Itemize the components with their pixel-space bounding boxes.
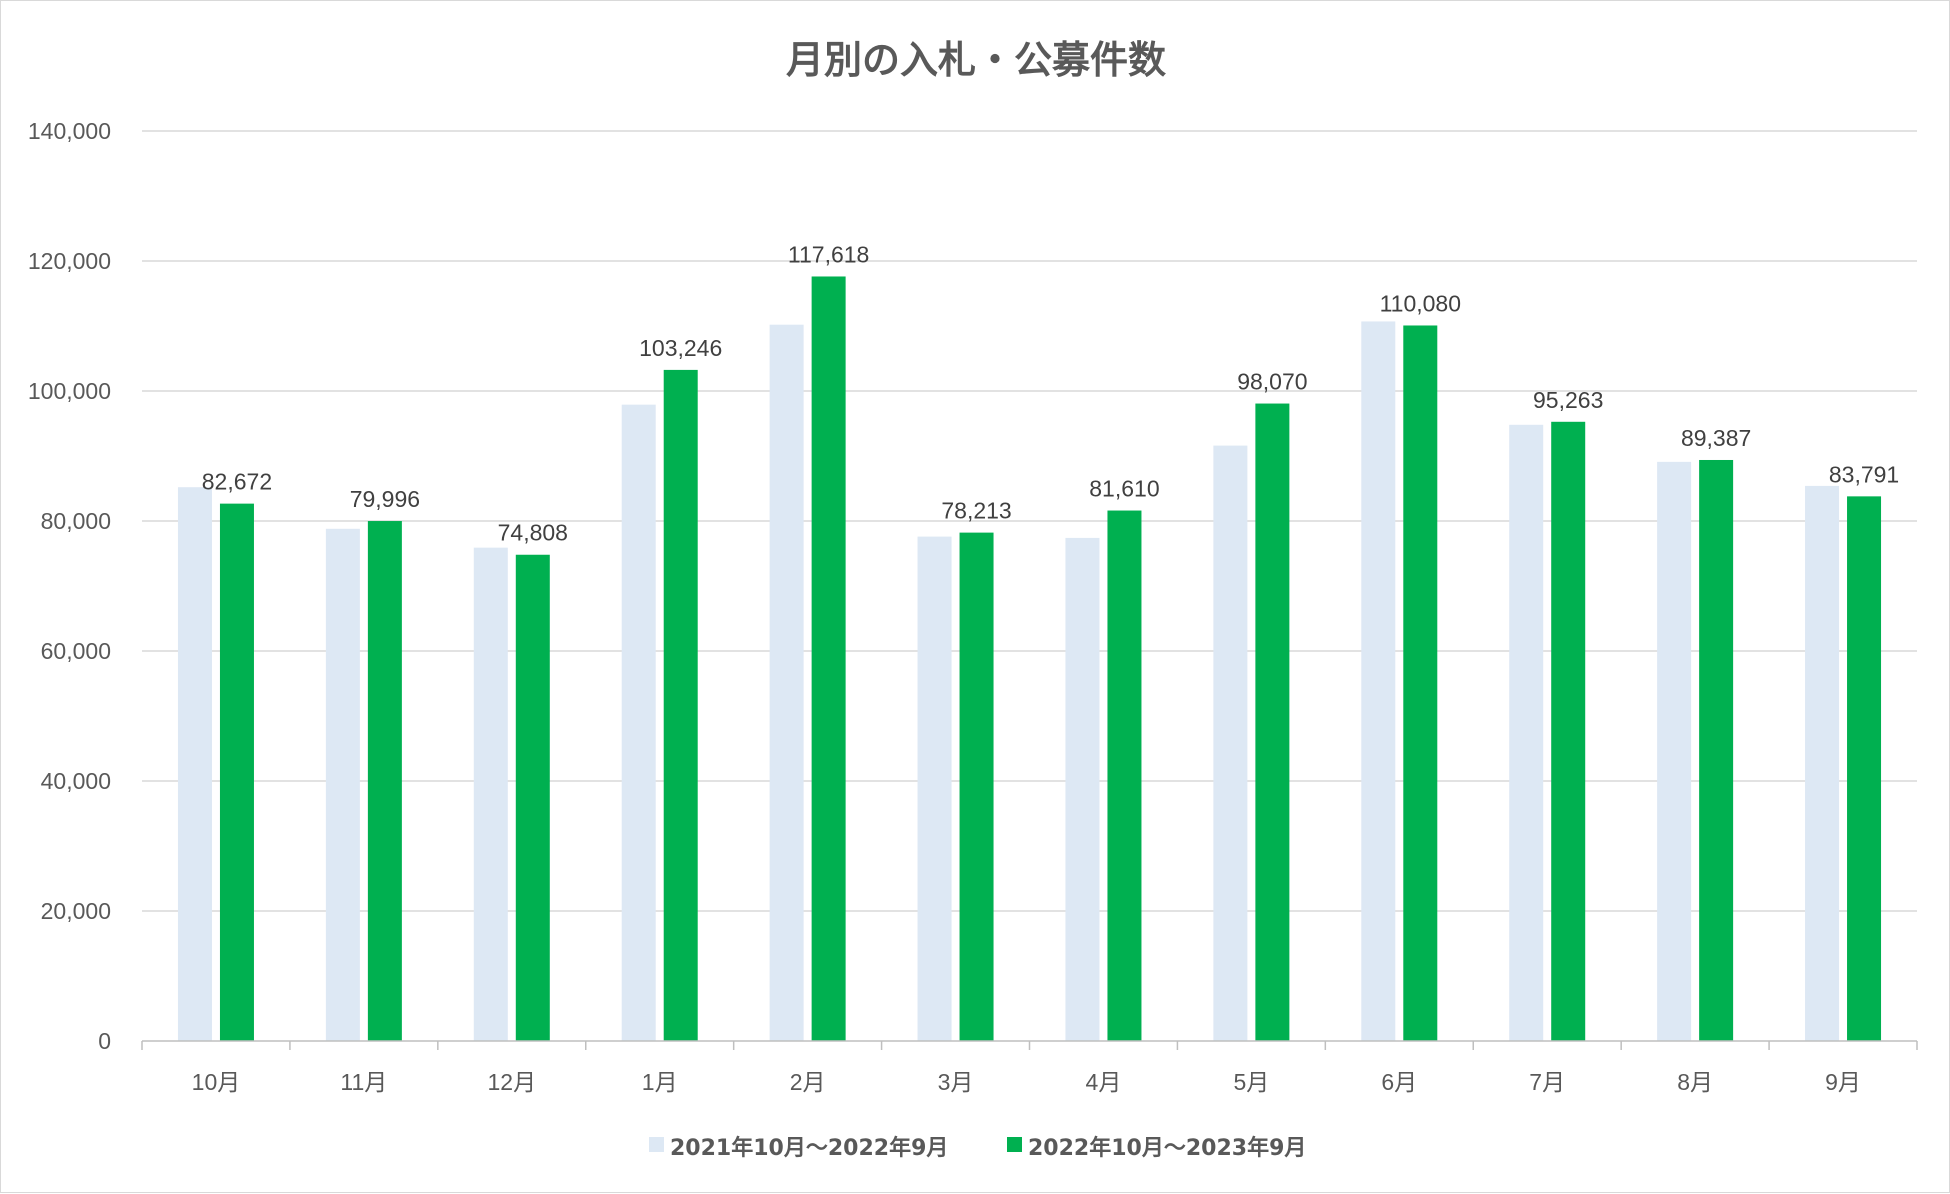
bar-series-1 (1255, 403, 1290, 1041)
legend-label-series-0: 2021年10月～2022年9月 (670, 1135, 948, 1161)
y-axis-ticks: 0 20,000 40,000 60,000 80,000 100,000 120,000 1… (28, 118, 111, 1054)
data-label: 110,080 (1380, 290, 1461, 316)
y-tick-label: 40,000 (41, 768, 111, 794)
bar-series-1 (367, 521, 402, 1041)
bar-series-0 (473, 547, 508, 1041)
y-tick-label: 100,000 (28, 378, 111, 404)
data-label: 82,672 (202, 469, 272, 495)
data-label: 78,213 (941, 498, 1011, 524)
data-labels: 82,672 79,996 74,808 103,246 117,618 78,213 81… (202, 241, 1899, 545)
data-label: 83,791 (1829, 461, 1899, 487)
bar-series-0 (1213, 445, 1248, 1042)
data-label: 79,996 (350, 486, 420, 512)
bar-series-1 (1847, 496, 1882, 1041)
legend: 2021年10月～2022年9月 2022年10月～2023年9月 (649, 1135, 1306, 1161)
bar-series-0 (1805, 485, 1840, 1041)
bars (177, 276, 1882, 1042)
x-tick-label: 4月 (1086, 1069, 1122, 1095)
data-label: 89,387 (1681, 425, 1751, 451)
data-label: 98,070 (1237, 369, 1307, 395)
bar-series-1 (219, 503, 254, 1042)
x-tick-label: 6月 (1381, 1069, 1417, 1095)
data-label: 103,246 (639, 335, 722, 361)
x-tick-label: 9月 (1825, 1069, 1861, 1095)
legend-label-series-1: 2022年10月～2023年9月 (1028, 1135, 1306, 1161)
data-label: 81,610 (1089, 476, 1159, 502)
data-label: 117,618 (788, 241, 869, 267)
x-tick-label: 5月 (1233, 1069, 1269, 1095)
data-label: 74,808 (498, 520, 568, 546)
chart-title: 月別の入札・公募件数 (786, 38, 1166, 82)
x-tick-label: 2月 (790, 1069, 826, 1095)
bar-series-1 (663, 369, 698, 1041)
y-tick-label: 140,000 (28, 118, 111, 144)
bar-series-1 (1551, 421, 1586, 1041)
x-tick-label: 8月 (1677, 1069, 1713, 1095)
bar-series-0 (769, 324, 804, 1041)
y-tick-label: 60,000 (41, 638, 111, 664)
bar-series-0 (177, 487, 212, 1041)
bar-series-1 (1403, 325, 1438, 1042)
gridlines (142, 130, 1917, 912)
x-tick-label: 10月 (192, 1069, 241, 1095)
bar-series-0 (1657, 461, 1692, 1042)
bar-series-1 (959, 532, 994, 1041)
y-tick-label: 80,000 (41, 508, 111, 534)
legend-swatch-series-1 (1007, 1137, 1022, 1152)
bar-series-0 (621, 404, 656, 1041)
y-tick-label: 0 (98, 1028, 111, 1054)
y-tick-label: 20,000 (41, 898, 111, 924)
x-axis: 10月 11月 12月 1月 2月 3月 4月 5月 6月 7月 8月 9月 (141, 1040, 1918, 1095)
legend-swatch-series-0 (649, 1137, 664, 1152)
bar-series-1 (811, 276, 846, 1041)
x-tick-label: 11月 (340, 1069, 387, 1095)
bar-series-0 (1065, 537, 1100, 1041)
bar-series-0 (1509, 424, 1544, 1041)
bar-series-1 (1699, 459, 1734, 1041)
bar-series-0 (1361, 321, 1396, 1041)
y-tick-label: 120,000 (28, 248, 111, 274)
bar-series-1 (515, 554, 550, 1041)
data-label: 95,263 (1533, 387, 1603, 413)
x-tick-label: 3月 (938, 1069, 974, 1095)
x-tick-label: 12月 (487, 1069, 536, 1095)
x-tick-label: 7月 (1529, 1069, 1565, 1095)
bar-series-0 (917, 536, 952, 1041)
x-tick-label: 1月 (642, 1069, 678, 1095)
bar-series-1 (1107, 510, 1142, 1041)
bar-series-0 (325, 528, 360, 1041)
